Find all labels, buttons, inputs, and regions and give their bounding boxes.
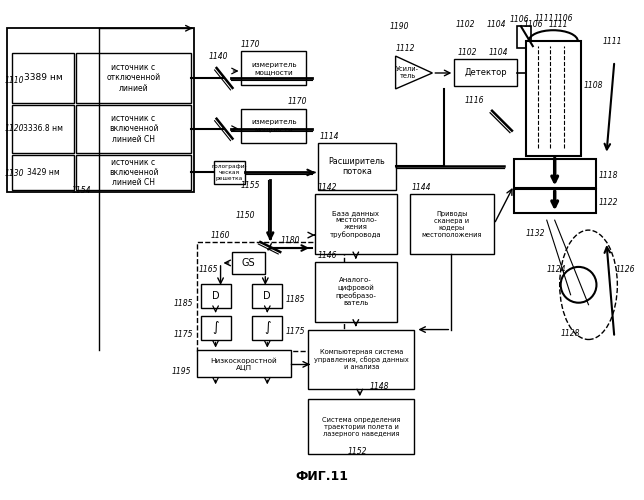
Text: Аналого-
цифровой
преобразо-
ватель: Аналого- цифровой преобразо- ватель: [336, 278, 376, 306]
Bar: [12, 105, 75, 152]
Text: голографи-
ческая
решетка: голографи- ческая решетка: [212, 164, 247, 180]
Bar: [514, 158, 596, 188]
Text: 1114: 1114: [320, 132, 339, 140]
Text: D: D: [263, 290, 271, 300]
Text: 1120: 1120: [5, 124, 24, 133]
Bar: [526, 41, 580, 156]
Text: 1111: 1111: [602, 36, 622, 46]
Text: База данных
местополо-
жения
трубопровода: База данных местополо- жения трубопровод…: [330, 210, 382, 238]
Text: 1190: 1190: [390, 22, 409, 31]
Bar: [514, 190, 596, 213]
Bar: [6, 28, 194, 192]
Text: Приводы
сканера и
кодеры
местоположения: Приводы сканера и кодеры местоположения: [422, 210, 482, 238]
Text: 1175: 1175: [173, 330, 193, 339]
Text: 1185: 1185: [285, 295, 305, 304]
Text: 1180: 1180: [280, 236, 299, 245]
Text: Расширитель
потока: Расширитель потока: [328, 157, 385, 176]
Text: 1111: 1111: [549, 20, 568, 29]
Text: 1146: 1146: [318, 251, 337, 260]
Text: измеритель
мощности: измеритель мощности: [251, 62, 297, 74]
Bar: [196, 242, 344, 352]
Bar: [242, 51, 306, 85]
Text: 1112: 1112: [395, 44, 415, 53]
Text: Компьютерная система
управления, сбора данных
и анализа: Компьютерная система управления, сбора д…: [314, 349, 409, 370]
Bar: [231, 252, 265, 274]
Text: ∫: ∫: [264, 321, 270, 334]
Text: 1104: 1104: [489, 48, 509, 57]
Text: 1170: 1170: [241, 40, 260, 49]
Text: Низкоскоростной
АЦП: Низкоскоростной АЦП: [211, 357, 278, 370]
Text: D: D: [212, 290, 220, 300]
Text: 1165: 1165: [199, 266, 218, 274]
Text: 1170: 1170: [287, 97, 307, 106]
Text: 3389 нм: 3389 нм: [24, 74, 62, 82]
Text: 1185: 1185: [173, 299, 193, 308]
Text: 1104: 1104: [487, 20, 507, 29]
Bar: [252, 284, 282, 308]
Text: 1175: 1175: [285, 327, 305, 336]
Bar: [315, 262, 397, 322]
Bar: [410, 194, 494, 254]
Text: измеритель
мощности: измеритель мощности: [251, 119, 297, 132]
Text: 1106: 1106: [524, 20, 544, 29]
Bar: [308, 330, 415, 389]
Text: 1106: 1106: [554, 14, 573, 24]
Text: ∫: ∫: [213, 321, 219, 334]
Bar: [77, 53, 191, 103]
Text: 1132: 1132: [526, 228, 545, 237]
Bar: [517, 26, 531, 48]
Text: Детектор: Детектор: [464, 68, 507, 77]
Text: 1122: 1122: [598, 198, 618, 207]
Bar: [315, 194, 397, 254]
Text: источник с
включенной
линией CH: источник с включенной линией CH: [109, 114, 158, 144]
Bar: [242, 109, 306, 142]
Text: 1106: 1106: [509, 16, 529, 24]
Text: 1128: 1128: [561, 328, 580, 338]
Bar: [454, 59, 517, 86]
Text: источник с
включенной
линией CH: источник с включенной линией CH: [109, 158, 158, 188]
Text: 1152: 1152: [348, 447, 367, 456]
Text: 1102: 1102: [455, 20, 475, 29]
Bar: [77, 105, 191, 152]
Bar: [77, 154, 191, 190]
Text: 1108: 1108: [583, 82, 603, 90]
Bar: [201, 284, 231, 308]
Bar: [252, 316, 282, 340]
Text: 3429 нм: 3429 нм: [26, 168, 59, 177]
Text: 1144: 1144: [412, 184, 431, 192]
Text: Система определения
траектории полета и
лазерного наведения: Система определения траектории полета и …: [322, 416, 401, 436]
Polygon shape: [395, 56, 432, 89]
Text: ФИГ.11: ФИГ.11: [296, 470, 348, 483]
Text: 1154: 1154: [71, 186, 91, 195]
Text: 1160: 1160: [211, 231, 230, 240]
Text: 1124: 1124: [546, 266, 565, 274]
Text: Усили-
тель: Усили- тель: [396, 66, 419, 80]
Text: 1130: 1130: [5, 169, 24, 178]
Text: 1126: 1126: [616, 266, 635, 274]
Text: 1111: 1111: [535, 14, 554, 24]
Text: 1155: 1155: [240, 182, 260, 190]
Bar: [12, 154, 75, 190]
Text: 1142: 1142: [318, 184, 337, 192]
Bar: [12, 53, 75, 103]
Bar: [308, 399, 415, 454]
Bar: [214, 160, 245, 184]
Text: источник с
отключенной
линией: источник с отключенной линией: [106, 63, 160, 93]
Text: 1118: 1118: [598, 171, 618, 180]
Text: 1148: 1148: [370, 382, 389, 391]
Text: 1116: 1116: [464, 96, 484, 106]
Text: 1150: 1150: [236, 210, 256, 220]
Text: 1102: 1102: [457, 48, 477, 57]
Text: 1195: 1195: [171, 367, 191, 376]
Bar: [318, 142, 395, 190]
Text: GS: GS: [242, 258, 255, 268]
Text: 3336.8 нм: 3336.8 нм: [23, 124, 63, 133]
Text: 1140: 1140: [209, 52, 229, 61]
Text: 1110: 1110: [5, 76, 24, 86]
Bar: [201, 316, 231, 340]
Bar: [196, 350, 291, 378]
